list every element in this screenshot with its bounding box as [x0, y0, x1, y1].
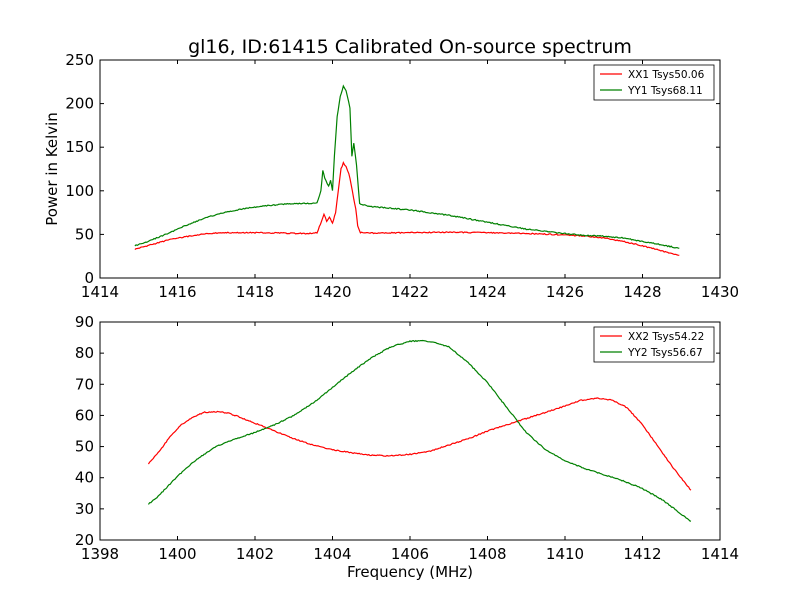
chart-title: gl16, ID:61415 Calibrated On-source spec…: [188, 36, 632, 58]
bottom-x-axis-label: Frequency (MHz): [347, 563, 473, 581]
top-x-tick-label: 1430: [701, 283, 739, 301]
top-x-tick-label: 1428: [623, 283, 661, 301]
top-x-tick-label: 1424: [468, 283, 506, 301]
bottom-plot: 1398 1400 1402 1404 1406 1408 1410 1412 1414 20 30…: [75, 313, 739, 563]
top-series-line-1: [134, 161, 680, 256]
bottom-x-tick-label: 1398: [81, 545, 119, 563]
bottom-series-line-2: [147, 339, 692, 522]
top-series-line-2: [134, 84, 680, 249]
bottom-y-tick-label: 90: [75, 313, 94, 331]
bottom-y-tick-label: 60: [75, 406, 94, 424]
top-y-tick-label: 100: [65, 182, 94, 200]
top-legend-entry: YY1 Tsys68.11: [627, 85, 703, 97]
bottom-x-tick-label: 1412: [623, 545, 661, 563]
bottom-x-tick-label: 1414: [701, 545, 739, 563]
top-x-tick-label: 1414: [81, 283, 119, 301]
bottom-y-tick-label: 70: [75, 375, 94, 393]
bottom-x-tick-label: 1408: [468, 545, 506, 563]
bottom-x-tick-label: 1402: [236, 545, 274, 563]
top-x-tick-label: 1426: [546, 283, 584, 301]
bottom-legend-entry: XX2 Tsys54.22: [628, 331, 704, 343]
top-y-tick-label: 250: [65, 51, 94, 69]
bottom-y-tick-label: 30: [75, 500, 94, 518]
bottom-x-tick-label: 1400: [158, 545, 196, 563]
bottom-y-tick-label: 80: [75, 344, 94, 362]
bottom-y-tick-label: 20: [75, 531, 94, 549]
bottom-legend-entry: YY2 Tsys56.67: [627, 347, 703, 359]
top-y-axis-label: Power in Kelvin: [43, 112, 61, 226]
bottom-y-tick-label: 40: [75, 469, 94, 487]
top-y-tick-label: 200: [65, 95, 94, 113]
bottom-legend: XX2 Tsys54.22 YY2 Tsys56.67: [593, 326, 715, 363]
top-legend: XX1 Tsys50.06 YY1 Tsys68.11: [593, 64, 715, 101]
bottom-x-tick-label: 1410: [546, 545, 584, 563]
top-x-tick-label: 1422: [391, 283, 429, 301]
top-x-tick-label: 1420: [313, 283, 351, 301]
bottom-x-tick-label: 1404: [313, 545, 351, 563]
top-y-tick-label: 150: [65, 138, 94, 156]
top-legend-box: [593, 64, 715, 101]
bottom-x-tick-label: 1406: [391, 545, 429, 563]
top-plot: 1414 1416 1418 1420 1422 1424 1426 1428 1430 0 50 1…: [65, 51, 739, 301]
top-x-tick-label: 1416: [158, 283, 196, 301]
top-y-tick-label: 50: [75, 225, 94, 243]
bottom-legend-box: [593, 326, 715, 363]
bottom-series-line-1: [147, 397, 692, 491]
bottom-y-tick-label: 50: [75, 438, 94, 456]
top-legend-entry: XX1 Tsys50.06: [628, 69, 705, 81]
top-x-tick-label: 1418: [236, 283, 274, 301]
top-y-tick-label: 0: [84, 269, 94, 287]
